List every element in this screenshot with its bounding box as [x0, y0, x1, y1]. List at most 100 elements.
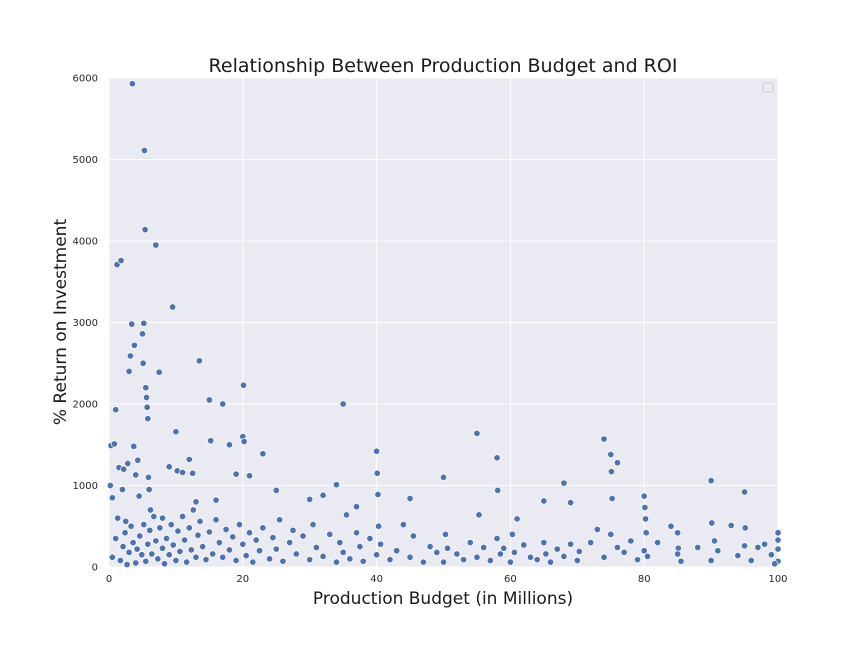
data-point: [121, 529, 129, 537]
data-point: [299, 532, 307, 540]
data-point: [641, 503, 649, 512]
data-point: [130, 341, 138, 349]
data-point: [272, 486, 280, 494]
data-point: [194, 531, 202, 539]
data-point: [138, 330, 147, 338]
data-point: [252, 536, 260, 544]
data-point: [292, 550, 300, 558]
data-point: [560, 479, 568, 487]
data-point: [366, 534, 374, 543]
data-point: [255, 547, 264, 555]
data-point: [142, 384, 150, 392]
data-point: [374, 490, 382, 499]
data-point: [643, 552, 652, 560]
data-point: [219, 400, 227, 408]
data-point: [613, 543, 621, 551]
data-point: [542, 550, 550, 558]
data-point: [152, 537, 160, 545]
data-point: [155, 368, 163, 376]
data-point: [326, 530, 334, 538]
data-point: [560, 552, 568, 560]
data-point: [540, 538, 548, 547]
data-point: [225, 441, 233, 449]
data-point: [158, 514, 167, 522]
data-point: [375, 522, 383, 530]
data-point: [707, 477, 715, 485]
data-point: [533, 556, 541, 564]
data-point: [249, 558, 257, 566]
data-point: [377, 540, 385, 548]
data-point: [108, 553, 116, 561]
data-point: [510, 548, 518, 556]
data-point: [409, 532, 417, 540]
data-point: [144, 540, 152, 548]
data-point: [141, 226, 149, 234]
data-point: [154, 555, 162, 563]
data-point: [587, 538, 595, 547]
y-tick-label: 1000: [73, 481, 98, 492]
data-point: [346, 555, 354, 563]
data-point: [513, 515, 521, 523]
data-point: [240, 437, 248, 446]
x-tick-label: 60: [504, 574, 517, 585]
data-point: [674, 529, 682, 537]
data-point: [312, 543, 320, 551]
data-point: [500, 544, 508, 552]
data-point: [433, 548, 441, 556]
data-point: [714, 547, 722, 555]
data-point: [140, 319, 148, 327]
data-point: [677, 557, 685, 565]
data-point: [160, 560, 169, 568]
data-point: [620, 548, 628, 556]
data-point: [306, 556, 314, 564]
data-point: [185, 455, 193, 463]
data-point: [319, 491, 327, 499]
x-tick-label: 20: [236, 574, 249, 585]
legend-box: [762, 82, 774, 93]
data-points: [106, 80, 782, 569]
data-point: [172, 428, 180, 436]
data-point: [117, 257, 125, 265]
y-axis-label: % Return on Investment: [51, 219, 71, 426]
data-point: [332, 481, 341, 489]
x-tick-label: 40: [370, 574, 383, 585]
data-point: [235, 521, 244, 529]
data-point: [145, 486, 153, 494]
data-point: [144, 473, 153, 481]
data-point: [600, 435, 608, 443]
data-point: [110, 440, 118, 448]
chart-title: Relationship Between Production Budget a…: [209, 55, 678, 77]
data-point: [205, 528, 213, 536]
data-point: [694, 543, 702, 551]
data-point: [339, 548, 347, 556]
data-point: [229, 533, 237, 541]
data-point: [245, 472, 254, 480]
data-point: [761, 540, 769, 548]
data-point: [607, 468, 615, 476]
data-point: [740, 542, 749, 550]
data-point: [130, 442, 138, 450]
data-point: [707, 556, 715, 565]
data-point: [486, 556, 494, 565]
data-point: [747, 556, 755, 565]
data-point: [118, 486, 126, 494]
y-tick-label: 4000: [73, 237, 98, 248]
data-point: [734, 552, 742, 560]
data-point: [526, 553, 535, 561]
data-point: [493, 454, 501, 462]
data-point: [567, 540, 575, 548]
data-point: [146, 526, 154, 534]
data-point: [493, 534, 501, 543]
data-point: [386, 556, 394, 564]
data-point: [641, 515, 650, 523]
data-point: [373, 447, 381, 455]
data-point: [575, 547, 583, 556]
data-point: [142, 557, 150, 565]
data-point: [242, 552, 250, 560]
data-point: [207, 437, 215, 445]
data-point: [142, 393, 151, 402]
data-point: [239, 381, 248, 389]
data-point: [108, 494, 116, 502]
data-point: [439, 473, 448, 481]
